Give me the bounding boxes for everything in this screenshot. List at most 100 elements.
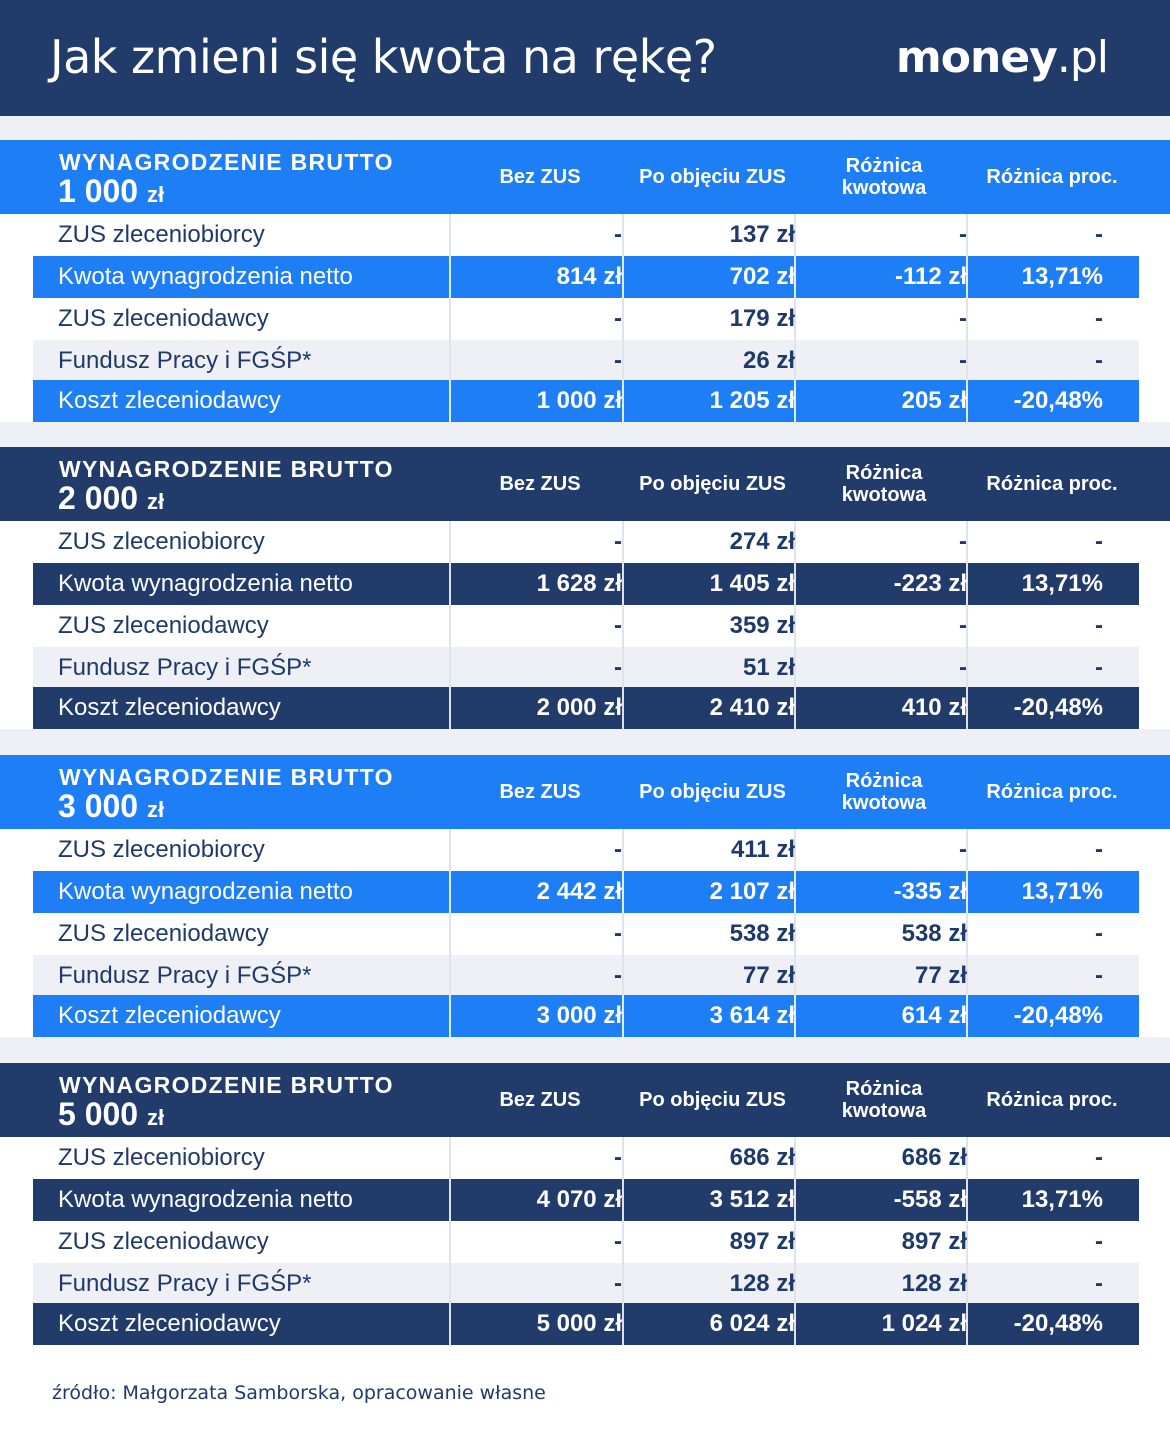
cell-roznica-proc: -20,48%	[1013, 1002, 1103, 1029]
column-divider	[449, 647, 451, 689]
spacer	[0, 422, 1170, 447]
table-row: Fundusz Pracy i FGŚP* - 77 zł 77 zł -	[33, 955, 1139, 997]
row-label: Fundusz Pracy i FGŚP*	[58, 1270, 312, 1297]
col-header-roznica-line1: Różnica	[845, 462, 923, 484]
column-divider	[794, 380, 796, 422]
column-divider	[794, 1303, 796, 1345]
cell-roznica-kwotowa: -	[959, 612, 967, 639]
cell-po-objeciu: 179 zł	[729, 305, 795, 332]
column-divider	[794, 871, 796, 913]
cell-po-objeciu: 897 zł	[729, 1228, 795, 1255]
column-divider	[449, 1137, 451, 1179]
table-row: Kwota wynagrodzenia netto 814 zł 702 zł …	[33, 256, 1139, 298]
cell-po-objeciu: 6 024 zł	[709, 1310, 795, 1337]
column-divider	[794, 214, 796, 256]
column-divider	[966, 1137, 968, 1179]
col-header-roznica-kwotowa: Różnica kwotowa	[800, 755, 968, 829]
cell-roznica-kwotowa: 897 zł	[901, 1228, 967, 1255]
header-bar: Jak zmieni się kwota na rękę? money.pl	[0, 0, 1170, 116]
logo-light-text: .pl	[1056, 32, 1109, 83]
col-header-roznica-kwotowa: Różnica kwotowa	[800, 1063, 968, 1137]
column-divider	[449, 955, 451, 997]
cell-roznica-proc: -20,48%	[1013, 694, 1103, 721]
column-divider	[622, 647, 624, 689]
column-divider	[966, 605, 968, 647]
cell-roznica-proc: -	[1095, 305, 1103, 332]
row-label: ZUS zleceniodawcy	[58, 1228, 269, 1255]
section-header: WYNAGRODZENIE BRUTTO 2 000 zł Bez ZUS Po…	[0, 447, 1170, 521]
cell-roznica-kwotowa: 410 zł	[901, 694, 967, 721]
column-divider	[966, 340, 968, 382]
col-header-roznica-line2: kwotowa	[841, 177, 927, 199]
spacer	[0, 729, 1170, 755]
cell-po-objeciu: 1 205 zł	[709, 387, 795, 414]
table-row: Kwota wynagrodzenia netto 1 628 zł 1 405…	[33, 563, 1139, 605]
table-row: Fundusz Pracy i FGŚP* - 128 zł 128 zł -	[33, 1263, 1139, 1305]
column-divider	[794, 521, 796, 563]
column-divider	[622, 1179, 624, 1221]
brutto-amount: 5 000	[58, 1096, 139, 1132]
cell-bez-zus: 2 000 zł	[536, 694, 622, 721]
col-header-roznica-proc: Różnica proc.	[986, 781, 1118, 803]
cell-bez-zus: 2 442 zł	[536, 878, 622, 905]
col-header-roznica-proc: Różnica proc.	[986, 1089, 1118, 1111]
cell-bez-zus: -	[614, 1144, 622, 1171]
column-divider	[449, 1179, 451, 1221]
column-divider	[622, 829, 624, 871]
column-divider	[449, 605, 451, 647]
column-divider	[966, 995, 968, 1037]
col-header-po-objeciu: Po objęciu ZUS	[639, 166, 786, 188]
cell-bez-zus: -	[614, 836, 622, 863]
column-divider	[966, 1263, 968, 1305]
brutto-label: WYNAGRODZENIE BRUTTO	[59, 764, 394, 790]
column-divider	[794, 1179, 796, 1221]
column-divider	[794, 298, 796, 340]
table-row: Fundusz Pracy i FGŚP* - 26 zł - -	[33, 340, 1139, 382]
cell-po-objeciu: 538 zł	[729, 920, 795, 947]
brutto-unit: zł	[146, 797, 165, 822]
column-divider	[794, 829, 796, 871]
column-divider	[966, 214, 968, 256]
table-row: ZUS zleceniodawcy - 359 zł - -	[33, 605, 1139, 647]
cell-roznica-proc: 13,71%	[1021, 263, 1103, 290]
column-divider	[622, 521, 624, 563]
row-label: ZUS zleceniobiorcy	[58, 528, 265, 555]
cell-bez-zus: 1 000 zł	[536, 387, 622, 414]
column-divider	[622, 380, 624, 422]
column-divider	[622, 1221, 624, 1263]
column-divider	[794, 913, 796, 955]
row-label: ZUS zleceniodawcy	[58, 305, 269, 332]
cell-roznica-kwotowa: -558 zł	[893, 1186, 967, 1213]
column-divider	[622, 214, 624, 256]
row-label: ZUS zleceniobiorcy	[58, 836, 265, 863]
table-row: ZUS zleceniobiorcy - 686 zł 686 zł -	[33, 1137, 1139, 1179]
column-divider	[794, 1137, 796, 1179]
table-row: Fundusz Pracy i FGŚP* - 51 zł - -	[33, 647, 1139, 689]
cell-po-objeciu: 1 405 zł	[709, 570, 795, 597]
cell-bez-zus: -	[614, 1270, 622, 1297]
column-divider	[622, 298, 624, 340]
brutto-amount: 1 000	[58, 173, 139, 209]
section-header: WYNAGRODZENIE BRUTTO 3 000 zł Bez ZUS Po…	[0, 755, 1170, 829]
column-divider	[449, 563, 451, 605]
table-row: ZUS zleceniobiorcy - 274 zł - -	[33, 521, 1139, 563]
money-pl-logo: money.pl	[896, 32, 1109, 83]
brutto-value: 3 000 zł	[58, 788, 164, 825]
column-divider	[622, 995, 624, 1037]
brutto-amount: 3 000	[58, 788, 139, 824]
col-header-roznica-kwotowa: Różnica kwotowa	[800, 140, 968, 214]
column-divider	[966, 563, 968, 605]
cell-po-objeciu: 274 zł	[729, 528, 795, 555]
row-label: Koszt zleceniodawcy	[58, 1002, 281, 1029]
cell-po-objeciu: 702 zł	[729, 263, 795, 290]
col-header-roznica-line1: Różnica	[845, 770, 923, 792]
cell-bez-zus: 814 zł	[556, 263, 622, 290]
cell-roznica-proc: -	[1095, 962, 1103, 989]
column-divider	[449, 521, 451, 563]
column-divider	[449, 829, 451, 871]
cell-bez-zus: -	[614, 347, 622, 374]
cell-roznica-kwotowa: 77 zł	[914, 962, 967, 989]
col-header-po-objeciu: Po objęciu ZUS	[639, 781, 786, 803]
brutto-unit: zł	[146, 1105, 165, 1130]
column-divider	[794, 687, 796, 729]
